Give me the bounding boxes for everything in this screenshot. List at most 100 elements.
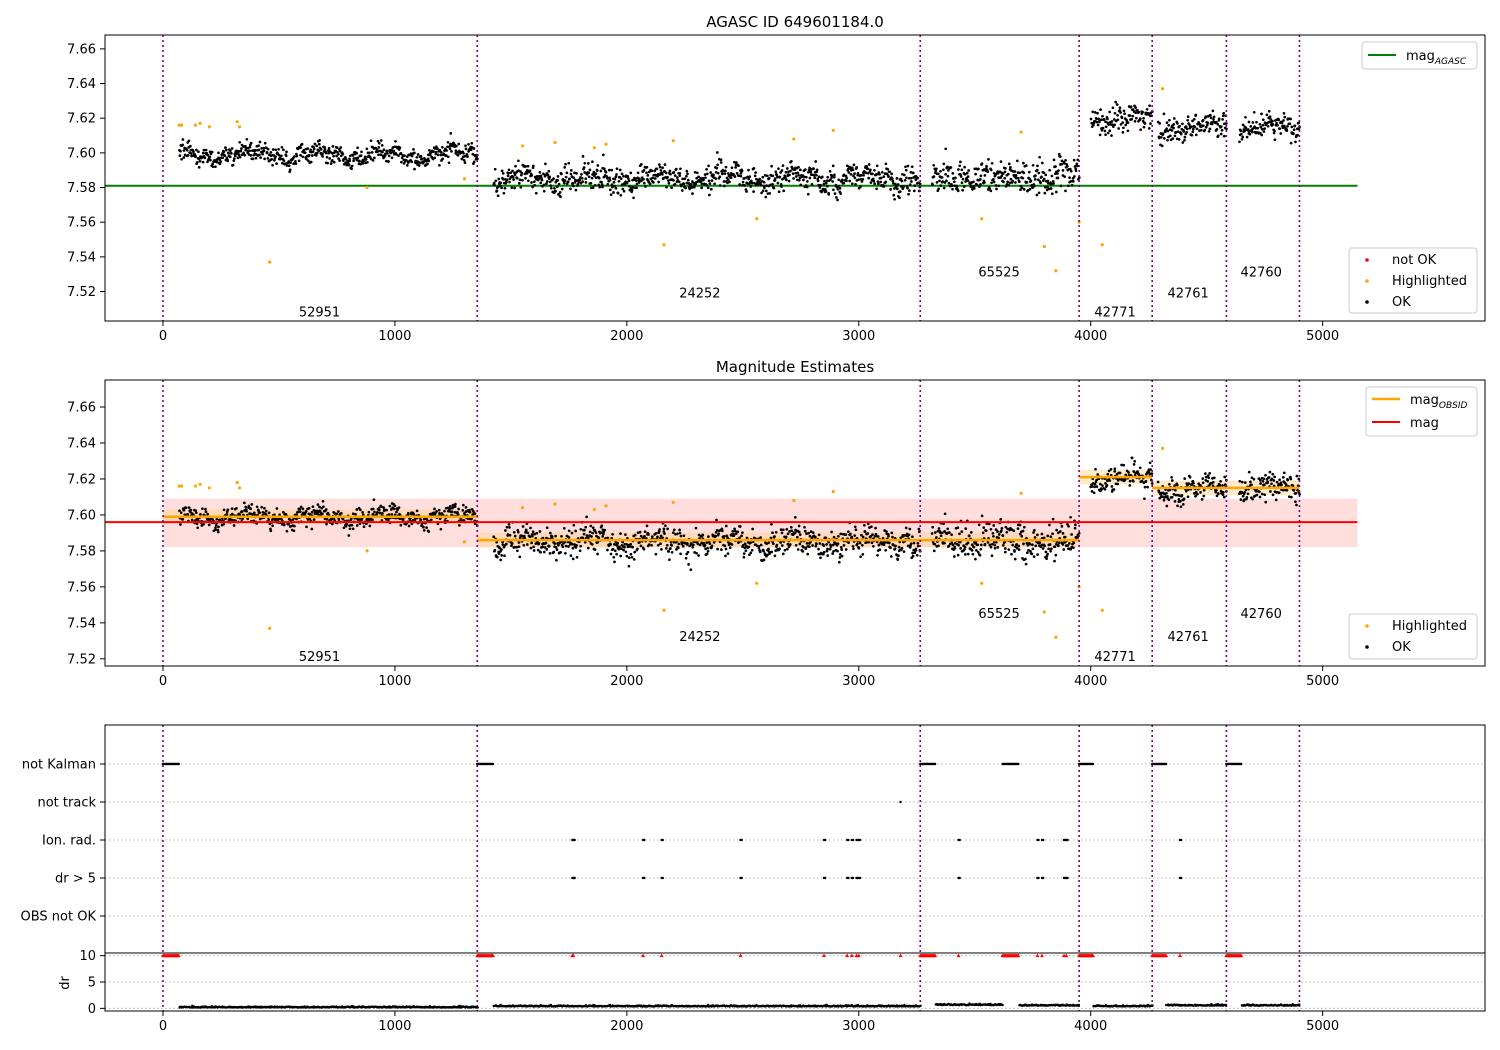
ok-point (893, 197, 896, 201)
ok-point (1124, 123, 1128, 127)
ok-point (975, 549, 978, 552)
ok-point (1148, 104, 1151, 108)
ok-point (871, 533, 874, 536)
ok-point (542, 172, 545, 176)
ok-point (992, 178, 995, 181)
ok-point (1173, 500, 1177, 503)
ok-point (679, 552, 682, 556)
ok-point (752, 190, 755, 193)
ok-point (1005, 530, 1009, 534)
ok-point (738, 525, 742, 528)
ok-point (1055, 528, 1058, 532)
ok-point (805, 185, 809, 189)
ok-point (375, 511, 379, 514)
ok-point (733, 160, 736, 164)
ok-point (515, 176, 519, 180)
ok-point (828, 547, 832, 551)
ok-point (306, 159, 310, 163)
ok-point (687, 563, 690, 566)
ok-point (1038, 155, 1041, 159)
ok-point (325, 522, 328, 526)
ok-point (891, 535, 894, 539)
ok-point (918, 182, 922, 186)
ok-point (707, 164, 710, 168)
mag-legend: magOBSID mag (1365, 386, 1478, 437)
ok-point (626, 177, 630, 180)
ok-point (1093, 485, 1097, 489)
flag-point (1091, 762, 1095, 766)
ok-point (1051, 532, 1054, 536)
ok-point (1149, 122, 1152, 125)
ok-point (1101, 126, 1105, 130)
ok-point (840, 548, 844, 551)
ok-point (899, 177, 903, 181)
ok-point (1000, 174, 1004, 178)
ok-point (671, 531, 675, 534)
obsid-label: 24252 (679, 286, 720, 301)
flag-point (851, 838, 855, 842)
dr-high-point (491, 953, 496, 958)
ok-point (277, 147, 280, 151)
ok-point (1103, 129, 1107, 133)
ok-point (931, 183, 934, 187)
ok-point (689, 568, 693, 572)
ok-point (226, 508, 230, 512)
ok-point (1157, 490, 1161, 494)
ok-point (966, 175, 970, 178)
ok-point (627, 179, 631, 183)
highlighted-point (193, 484, 198, 488)
ok-point (678, 172, 682, 175)
ok-point (1020, 186, 1024, 190)
ok-point (773, 554, 777, 558)
ok-point (1015, 159, 1019, 163)
ok-point (427, 530, 431, 533)
ok-point (910, 180, 913, 183)
ok-point (1184, 125, 1188, 128)
magnitude-panel-frame (104, 379, 1486, 667)
ok-point (1250, 483, 1253, 487)
ok-point (381, 150, 384, 154)
ok-point (324, 508, 328, 511)
ok-point (793, 531, 797, 535)
ok-point (1090, 490, 1094, 493)
ok-point (1202, 494, 1206, 498)
ok-point (876, 535, 880, 538)
ok-point (195, 522, 199, 526)
ok-point (387, 160, 390, 163)
ok-point (1162, 498, 1166, 502)
ok-point (463, 161, 467, 164)
ok-point (876, 553, 879, 557)
ok-point (1031, 163, 1035, 167)
ok-point (368, 151, 371, 155)
y-tick-label: 7.60 (67, 146, 96, 161)
ok-point (508, 180, 511, 184)
ok-point (629, 171, 633, 175)
ok-point (309, 148, 313, 152)
ok-point (906, 186, 909, 190)
ok-point (983, 174, 987, 177)
ok-point (1071, 180, 1075, 183)
ok-point (198, 159, 202, 163)
ok-point (1290, 495, 1293, 499)
ok-point (306, 147, 310, 150)
ok-point (1121, 131, 1125, 134)
ok-point (1157, 136, 1161, 140)
ok-point (867, 176, 871, 180)
ok-point (766, 553, 769, 557)
ok-point (1022, 171, 1026, 175)
ok-point (1294, 500, 1297, 504)
ok-point (1118, 471, 1122, 475)
ok-point (1036, 164, 1039, 168)
ok-point (269, 151, 273, 154)
ok-point (996, 546, 1000, 549)
ok-point (331, 145, 335, 148)
ok-point (341, 152, 345, 156)
x-tick-label: 3000 (842, 329, 875, 344)
ok-point (1069, 169, 1073, 173)
ok-point (688, 544, 691, 548)
ok-point (197, 150, 200, 154)
ok-point (1281, 488, 1285, 492)
ok-point (1190, 125, 1193, 129)
ok-point (961, 188, 964, 192)
